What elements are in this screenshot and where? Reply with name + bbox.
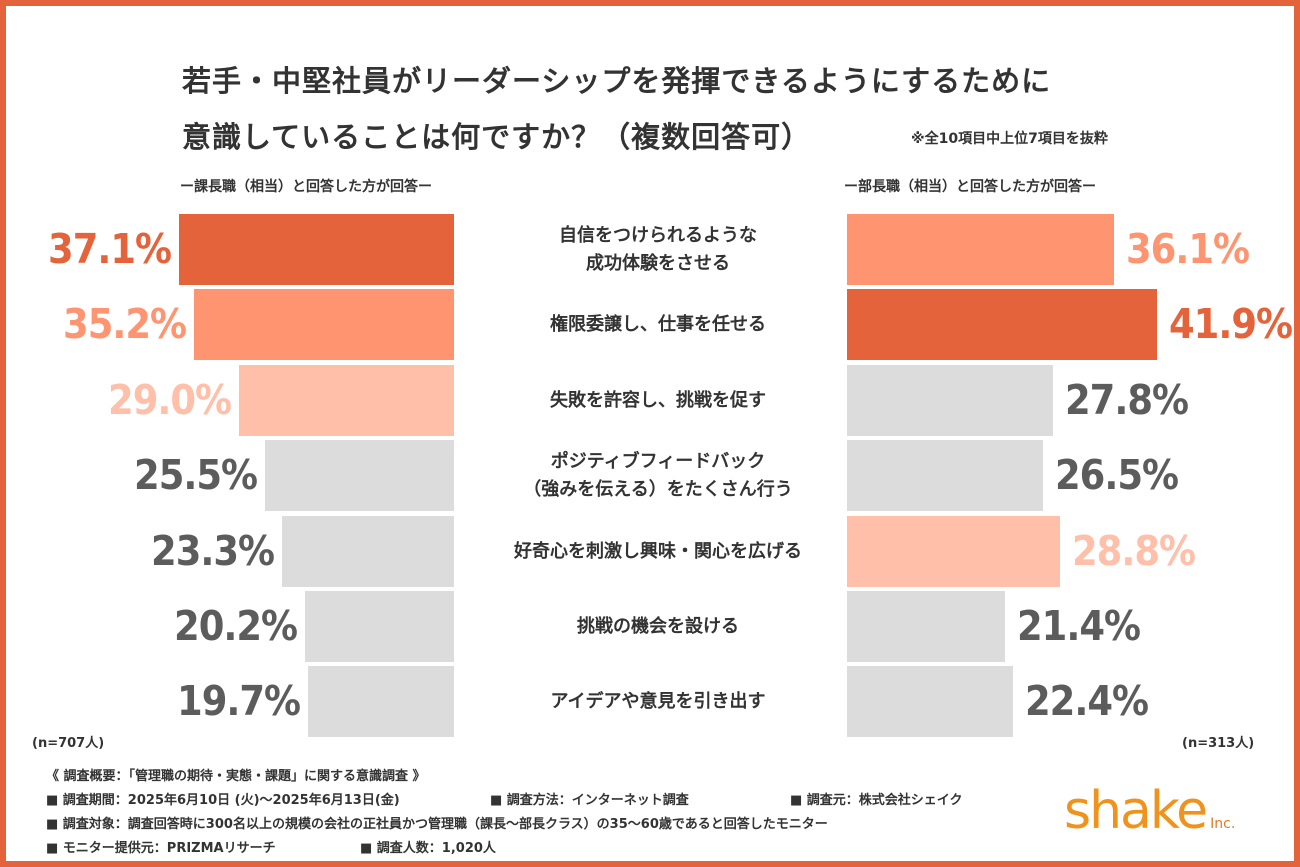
chart-title-line2: 意識していることは何ですか？（複数回答可） xyxy=(182,120,812,154)
right-value-label: 41.9% xyxy=(1169,300,1293,348)
left-bar xyxy=(239,365,454,436)
category-label: 権限委譲し、仕事を任せる xyxy=(550,313,766,335)
category-label: 失敗を許容し、挑戦を促す xyxy=(550,389,766,411)
right-bar xyxy=(847,440,1043,511)
right-bar xyxy=(847,516,1060,587)
survey-period: ■ 調査期間：2025年6月10日 (火)～2025年6月13日(金) xyxy=(46,793,400,808)
category-label: アイデアや意見を引き出す xyxy=(550,690,766,712)
category-label: 自信をつけられるような 成功体験をさせる xyxy=(559,224,757,274)
left-bar xyxy=(308,666,454,737)
right-value-label: 22.4% xyxy=(1025,677,1149,725)
left-sample-size: (n=707人) xyxy=(32,736,105,751)
right-bar xyxy=(847,591,1005,662)
survey-provider: ■ モニター提供元：PRIZMAリサーチ xyxy=(46,841,276,856)
right-value-label: 26.5% xyxy=(1055,451,1179,499)
shake-logo: shake Inc. xyxy=(1064,781,1235,841)
left-value-label: 37.1% xyxy=(48,225,172,273)
left-value-label: 25.5% xyxy=(134,451,258,499)
left-value-label: 19.7% xyxy=(177,677,301,725)
survey-summary: 《 調査概要：「管理職の期待・実態・課題」に関する意識調査 》 xyxy=(46,769,426,784)
right-bar xyxy=(847,666,1013,737)
chart-card: 若手・中堅社員がリーダーシップを発揮できるようにするために 意識していることは何… xyxy=(6,6,1294,861)
survey-target: ■ 調査対象：調査回答時に300名以上の規模の会社の正社員かつ管理職（課長～部長… xyxy=(46,817,828,832)
right-bar xyxy=(847,289,1157,360)
left-bar xyxy=(305,591,454,662)
category-label: 好奇心を刺激し興味・関心を広げる xyxy=(514,540,802,562)
survey-method: ■ 調査方法：インターネット調査 xyxy=(490,793,689,808)
left-bar xyxy=(265,440,454,511)
survey-count: ■ 調査人数：1,020人 xyxy=(360,841,496,856)
left-value-label: 29.0% xyxy=(108,376,232,424)
right-value-label: 28.8% xyxy=(1072,527,1196,575)
right-group-header: ー部長職（相当）と回答した方が回答ー xyxy=(844,179,1096,195)
left-value-label: 35.2% xyxy=(63,300,187,348)
category-label: 挑戦の機会を設ける xyxy=(577,615,739,637)
logo-text: shake xyxy=(1064,781,1208,841)
left-bar xyxy=(179,214,454,285)
left-group-header: ー課長職（相当）と回答した方が回答ー xyxy=(180,179,432,195)
logo-suffix: Inc. xyxy=(1210,816,1236,832)
chart-note: ※全10項目中上位7項目を抜粋 xyxy=(911,131,1108,147)
left-value-label: 20.2% xyxy=(174,602,298,650)
chart-title-line1: 若手・中堅社員がリーダーシップを発揮できるようにするために xyxy=(182,64,1052,98)
right-value-label: 36.1% xyxy=(1126,225,1250,273)
survey-source: ■ 調査元：株式会社シェイク xyxy=(790,793,963,808)
left-bar xyxy=(282,516,454,587)
right-sample-size: (n=313人) xyxy=(1182,736,1255,751)
right-value-label: 27.8% xyxy=(1065,376,1189,424)
right-bar xyxy=(847,214,1114,285)
right-value-label: 21.4% xyxy=(1017,602,1141,650)
left-bar xyxy=(194,289,454,360)
category-label: ポジティブフィードバック （強みを伝える）をたくさん行う xyxy=(523,450,793,500)
left-value-label: 23.3% xyxy=(151,527,275,575)
right-bar xyxy=(847,365,1053,436)
